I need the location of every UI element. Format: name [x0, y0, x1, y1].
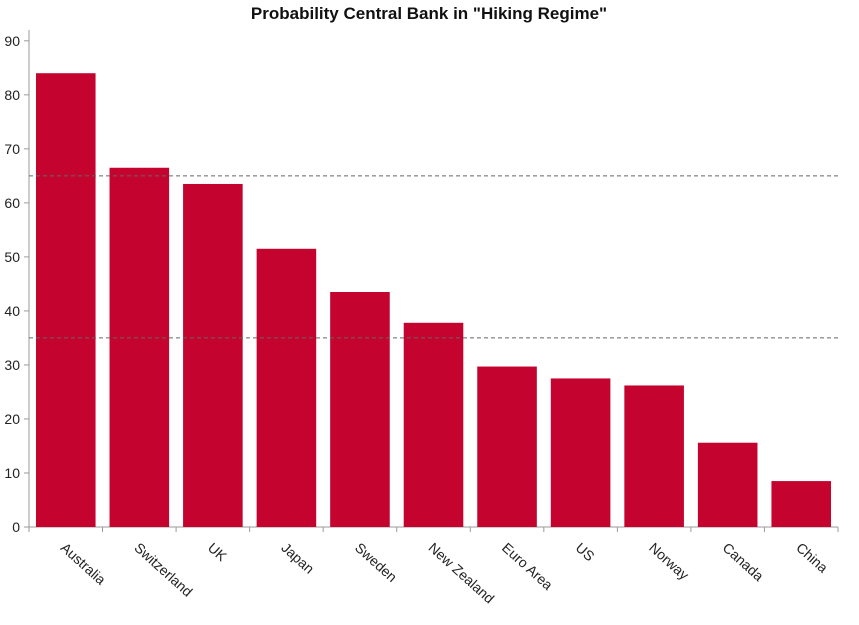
x-tick-label: Canada	[720, 539, 767, 584]
x-tick-label: UK	[205, 539, 231, 564]
y-tick-label: 60	[4, 195, 20, 211]
bar-euro-area	[477, 366, 537, 527]
bar-japan	[256, 248, 317, 528]
x-tick-label: Switzerland	[131, 539, 195, 599]
bar-switzerland	[109, 167, 170, 527]
bar-norway	[624, 385, 684, 527]
y-tick-label: 70	[4, 141, 20, 157]
bar-canada	[697, 442, 758, 527]
bar-uk	[183, 183, 243, 527]
x-tick-label: Japan	[278, 539, 317, 576]
y-tick-label: 0	[12, 519, 20, 535]
bar-australia	[35, 73, 96, 527]
y-tick-label: 80	[4, 87, 20, 103]
x-tick-label: Euro Area	[499, 539, 556, 593]
bar-new-zealand	[403, 322, 464, 527]
x-tick-label: Sweden	[352, 539, 400, 585]
bar-us	[550, 378, 611, 527]
y-tick-label: 20	[4, 411, 20, 427]
chart-title: Probability Central Bank in "Hiking Regi…	[251, 4, 607, 23]
bar-china	[771, 481, 832, 527]
y-tick-label: 30	[4, 357, 20, 373]
x-tick-label: Norway	[646, 539, 692, 583]
y-tick-label: 50	[4, 249, 20, 265]
x-tick-label: New Zealand	[425, 539, 497, 606]
x-tick-label: China	[793, 539, 831, 576]
x-tick-label: Australia	[58, 539, 109, 587]
y-tick-label: 90	[4, 33, 20, 49]
y-tick-label: 10	[4, 465, 20, 481]
plot-area: 0 10 20 30 40 50 60 70 80 90 Australia Switzerland U…	[4, 30, 839, 606]
bar-sweden	[330, 292, 390, 527]
x-tick-label: US	[573, 539, 598, 564]
y-tick-label: 40	[4, 303, 20, 319]
